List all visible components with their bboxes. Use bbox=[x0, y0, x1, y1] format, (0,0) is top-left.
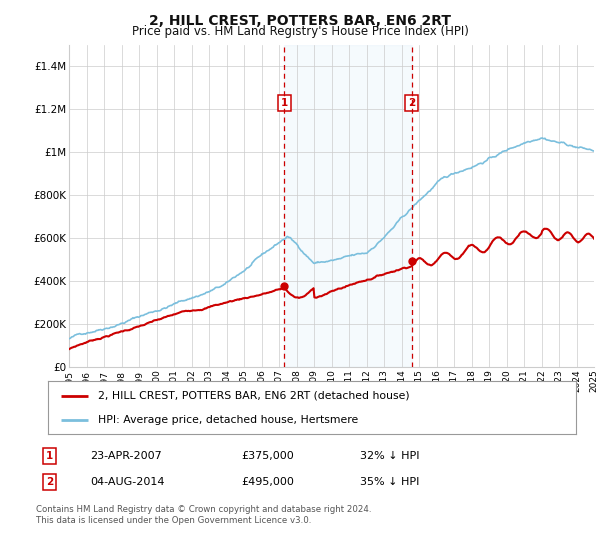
Text: £375,000: £375,000 bbox=[241, 451, 294, 461]
Bar bbox=[284, 45, 412, 367]
Text: HPI: Average price, detached house, Hertsmere: HPI: Average price, detached house, Hert… bbox=[98, 415, 358, 425]
Text: 2, HILL CREST, POTTERS BAR, EN6 2RT: 2, HILL CREST, POTTERS BAR, EN6 2RT bbox=[149, 14, 451, 28]
Text: 35% ↓ HPI: 35% ↓ HPI bbox=[360, 477, 419, 487]
Point bbox=[407, 256, 416, 265]
Text: 1: 1 bbox=[281, 98, 288, 108]
Text: Contains HM Land Registry data © Crown copyright and database right 2024.
This d: Contains HM Land Registry data © Crown c… bbox=[36, 505, 371, 525]
Text: £495,000: £495,000 bbox=[241, 477, 294, 487]
Text: 2: 2 bbox=[408, 98, 415, 108]
Text: 1: 1 bbox=[46, 451, 53, 461]
Text: 32% ↓ HPI: 32% ↓ HPI bbox=[360, 451, 419, 461]
Text: 2, HILL CREST, POTTERS BAR, EN6 2RT (detached house): 2, HILL CREST, POTTERS BAR, EN6 2RT (det… bbox=[98, 391, 410, 401]
Text: 23-APR-2007: 23-APR-2007 bbox=[90, 451, 162, 461]
Point bbox=[280, 282, 289, 291]
Text: 2: 2 bbox=[46, 477, 53, 487]
Text: 04-AUG-2014: 04-AUG-2014 bbox=[90, 477, 164, 487]
Text: Price paid vs. HM Land Registry's House Price Index (HPI): Price paid vs. HM Land Registry's House … bbox=[131, 25, 469, 38]
